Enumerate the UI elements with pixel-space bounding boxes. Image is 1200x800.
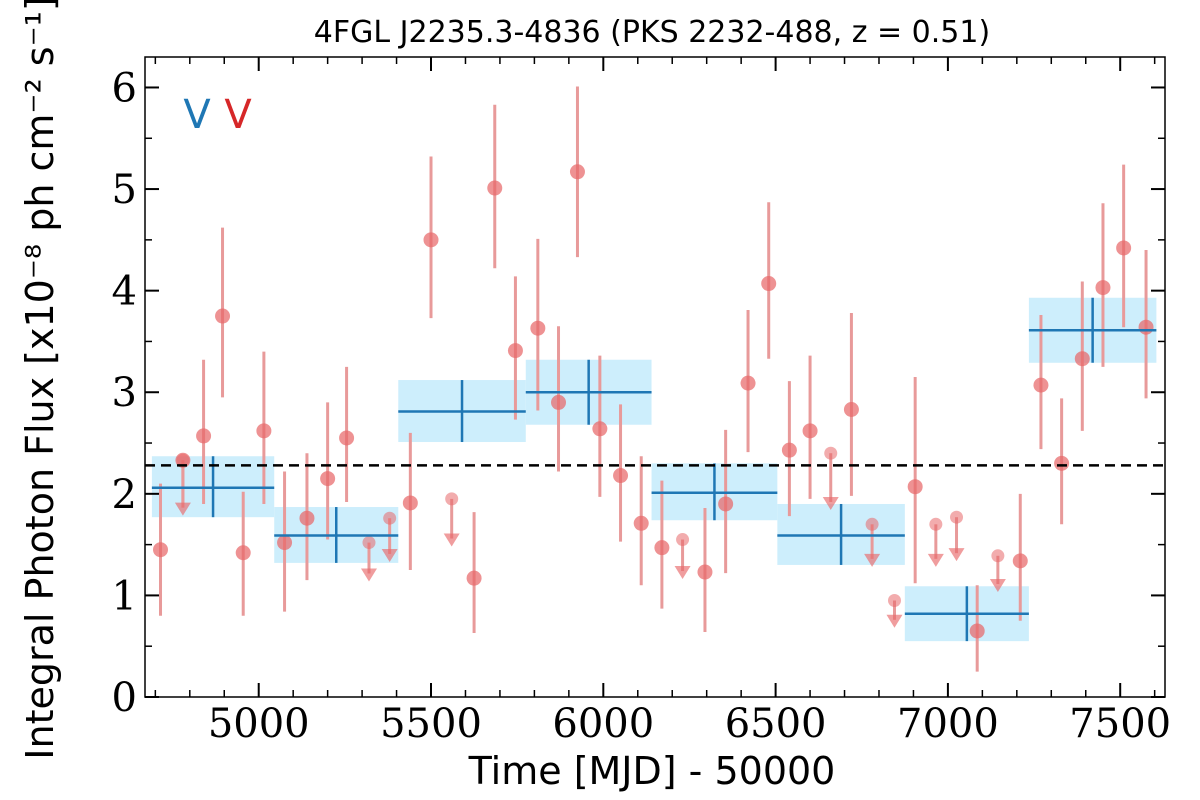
upper-limit-arrow-0: [174, 502, 191, 516]
upper-limit-point-2: [383, 511, 397, 525]
flux-point-18: [592, 421, 608, 437]
flux-point-35: [1095, 280, 1111, 296]
y-tick-label-0: 0: [112, 675, 137, 721]
flux-point-27: [802, 423, 818, 439]
y-tick-label-5: 5: [112, 167, 137, 213]
y-tick-label-4: 4: [112, 269, 137, 315]
y-tick-label-2: 2: [112, 472, 137, 518]
flux-point-1: [175, 452, 191, 468]
upper-limit-arrow-10: [989, 579, 1006, 593]
flux-point-8: [320, 471, 336, 487]
upper-limit-arrow-1: [360, 568, 377, 582]
flux-point-10: [402, 495, 418, 511]
flux-point-33: [1054, 455, 1070, 471]
y-tick-label-1: 1: [112, 573, 137, 619]
upper-limit-point-9: [950, 510, 964, 524]
axes: 5000 5500 6000 6500 7000 7500 0 1 2 3 4 5 6: [112, 56, 1171, 747]
flux-point-4: [235, 545, 251, 561]
y-axis-title: Integral Photon Flux [x10⁻⁸ ph cm⁻² s⁻¹]: [18, 0, 62, 760]
plot-area: [145, 86, 1165, 672]
flux-point-30: [969, 623, 985, 639]
upper-limit-point-6: [865, 517, 879, 531]
y-tick-label-3: 3: [112, 370, 137, 416]
upper-limit-point-8: [929, 517, 943, 531]
x-tick-label-1: 5500: [380, 701, 482, 747]
x-tick-label-2: 6000: [552, 701, 654, 747]
era-marker-0: V: [183, 92, 211, 138]
flux-point-20: [633, 515, 649, 531]
flux-point-13: [487, 180, 503, 196]
flux-point-29: [907, 479, 923, 495]
upper-limit-arrow-3: [443, 533, 460, 547]
flux-point-9: [339, 430, 355, 446]
x-tick-label-5: 7500: [1069, 701, 1171, 747]
x-tick-label-3: 6500: [725, 701, 827, 747]
flux-point-25: [761, 276, 777, 292]
flux-point-36: [1116, 240, 1132, 256]
upper-limit-point-7: [887, 593, 901, 607]
upper-limit-arrow-9: [948, 548, 965, 562]
x-tick-label-4: 7000: [897, 701, 999, 747]
flux-point-14: [507, 343, 523, 359]
chart-title: 4FGL J2235.3-4836 (PKS 2232-488, z = 0.5…: [314, 15, 990, 50]
y-tick-label-6: 6: [112, 65, 137, 111]
flux-point-16: [551, 394, 567, 410]
flux-point-17: [569, 164, 585, 180]
flux-point-24: [740, 375, 756, 391]
x-axis-title: Time [MJD] - 50000: [468, 749, 836, 793]
flux-point-15: [530, 320, 546, 336]
upper-limit-point-1: [362, 536, 376, 550]
flux-point-21: [654, 540, 670, 556]
upper-limit-arrow-2: [381, 548, 398, 562]
flux-point-0: [153, 542, 169, 558]
flux-point-19: [613, 468, 629, 484]
flux-point-11: [423, 232, 439, 248]
upper-limit-arrow-8: [927, 553, 944, 567]
upper-limit-point-4: [676, 533, 690, 547]
x-tick-label-0: 5000: [208, 701, 310, 747]
flux-point-26: [781, 442, 797, 458]
upper-limit-point-10: [991, 549, 1005, 563]
upper-limit-point-5: [824, 446, 838, 460]
flux-point-23: [718, 496, 734, 512]
flux-point-7: [299, 510, 315, 526]
flux-point-12: [466, 570, 482, 586]
upper-limit-point-3: [445, 492, 459, 506]
flux-point-22: [697, 564, 713, 580]
flux-point-28: [843, 402, 859, 418]
era-marker-1: V: [224, 92, 252, 138]
flux-point-5: [256, 423, 272, 439]
flux-point-32: [1033, 377, 1049, 393]
plot-frame: [144, 56, 1166, 698]
flux-point-2: [196, 428, 212, 444]
flux-point-37: [1138, 319, 1154, 335]
flux-point-31: [1012, 553, 1028, 569]
flux-point-34: [1074, 351, 1090, 367]
upper-limit-arrow-5: [822, 496, 839, 510]
flux-point-6: [277, 535, 293, 551]
flux-point-3: [215, 308, 231, 324]
upper-limit-arrow-4: [674, 566, 691, 580]
upper-limit-arrow-6: [864, 553, 881, 567]
upper-limit-arrow-7: [886, 614, 903, 628]
